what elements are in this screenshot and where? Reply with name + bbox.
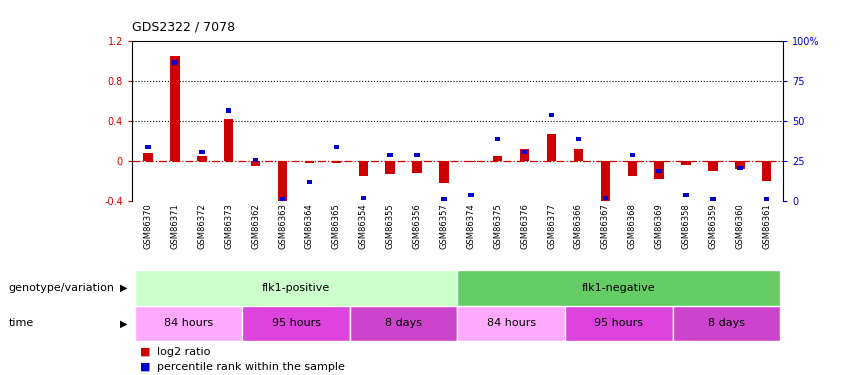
- Bar: [627, 161, 637, 176]
- Bar: [134, 306, 243, 341]
- Bar: [601, 161, 610, 209]
- Text: ■: ■: [140, 362, 151, 372]
- Text: time: time: [9, 318, 34, 328]
- Text: 95 hours: 95 hours: [271, 318, 321, 328]
- Text: ▶: ▶: [120, 318, 128, 328]
- Bar: [361, 196, 366, 200]
- Bar: [413, 161, 422, 173]
- Bar: [520, 149, 529, 161]
- Bar: [146, 145, 151, 149]
- Bar: [442, 197, 447, 202]
- Text: percentile rank within the sample: percentile rank within the sample: [157, 362, 346, 372]
- Bar: [350, 306, 458, 341]
- Bar: [305, 161, 314, 163]
- Bar: [630, 153, 635, 157]
- Bar: [170, 56, 180, 161]
- Bar: [199, 150, 204, 154]
- Bar: [549, 113, 554, 117]
- Bar: [143, 153, 152, 161]
- Bar: [197, 156, 207, 161]
- Bar: [468, 193, 473, 197]
- Bar: [495, 137, 500, 141]
- Bar: [522, 150, 528, 154]
- Bar: [334, 145, 339, 149]
- Bar: [654, 161, 664, 179]
- Bar: [280, 197, 285, 202]
- Bar: [458, 270, 780, 306]
- Bar: [762, 161, 772, 181]
- Text: log2 ratio: log2 ratio: [157, 347, 211, 357]
- Bar: [387, 153, 393, 157]
- Bar: [243, 306, 350, 341]
- Bar: [737, 166, 743, 170]
- Bar: [735, 161, 745, 169]
- Bar: [332, 161, 341, 163]
- Bar: [226, 108, 231, 112]
- Bar: [547, 134, 557, 161]
- Bar: [466, 161, 476, 162]
- Bar: [458, 306, 565, 341]
- Bar: [764, 197, 769, 202]
- Bar: [277, 161, 288, 213]
- Text: flk1-negative: flk1-negative: [582, 283, 655, 293]
- Text: flk1-positive: flk1-positive: [262, 283, 330, 293]
- Bar: [708, 161, 717, 171]
- Bar: [565, 306, 672, 341]
- Bar: [358, 161, 368, 176]
- Bar: [172, 60, 178, 65]
- Bar: [251, 161, 260, 166]
- Bar: [576, 137, 581, 141]
- Text: ▶: ▶: [120, 283, 128, 293]
- Bar: [683, 193, 688, 197]
- Bar: [656, 169, 662, 173]
- Bar: [574, 149, 583, 161]
- Bar: [134, 270, 458, 306]
- Bar: [306, 180, 312, 184]
- Bar: [603, 196, 608, 200]
- Bar: [224, 119, 233, 161]
- Text: 95 hours: 95 hours: [594, 318, 643, 328]
- Text: 84 hours: 84 hours: [487, 318, 536, 328]
- Text: genotype/variation: genotype/variation: [9, 283, 115, 293]
- Text: 8 days: 8 days: [708, 318, 745, 328]
- Bar: [386, 161, 395, 174]
- Text: ■: ■: [140, 347, 151, 357]
- Bar: [439, 161, 448, 183]
- Text: 8 days: 8 days: [386, 318, 422, 328]
- Bar: [414, 153, 420, 157]
- Bar: [672, 306, 780, 341]
- Bar: [253, 158, 259, 162]
- Bar: [493, 156, 502, 161]
- Text: GDS2322 / 7078: GDS2322 / 7078: [132, 21, 235, 34]
- Text: 84 hours: 84 hours: [164, 318, 213, 328]
- Bar: [711, 197, 716, 202]
- Bar: [682, 161, 691, 165]
